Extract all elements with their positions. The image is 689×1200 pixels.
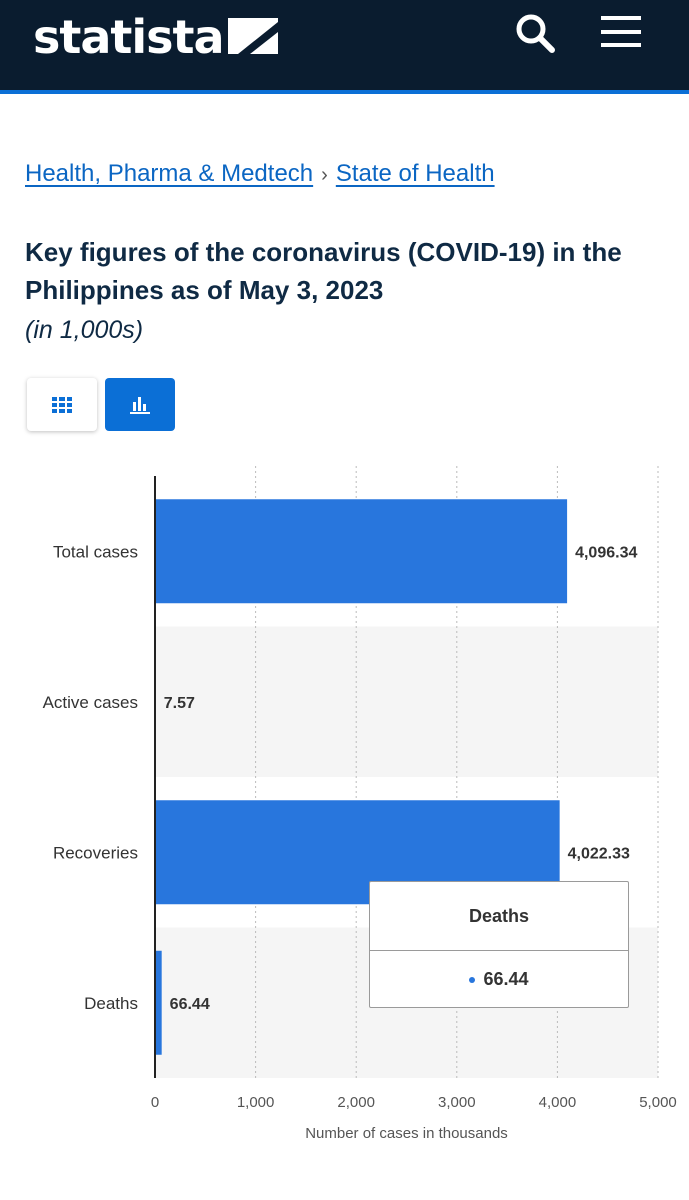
page-title: Key figures of the coronavirus (COVID-19… <box>25 237 622 305</box>
tooltip-value-row: 66.44 <box>370 952 628 1007</box>
breadcrumb-separator: › <box>321 164 328 186</box>
data-label: 7.57 <box>164 695 195 712</box>
category-label: Active cases <box>43 693 138 712</box>
page-subtitle: (in 1,000s) <box>25 316 144 344</box>
data-label: 4,096.34 <box>575 544 637 561</box>
table-view-button[interactable] <box>27 378 97 431</box>
search-icon <box>516 14 555 53</box>
category-label: Recoveries <box>53 843 138 862</box>
breadcrumb: Health, Pharma & Medtech › State of Health <box>25 160 495 188</box>
x-tick-label: 0 <box>151 1094 159 1111</box>
tooltip-title: Deaths <box>370 882 628 951</box>
header-accent-strip <box>0 90 689 94</box>
bar <box>155 950 162 1055</box>
bar-chart-icon <box>130 396 150 414</box>
data-label: 66.44 <box>170 996 210 1013</box>
chart-tooltip: Deaths 66.44 <box>369 881 629 1008</box>
series-dot-icon <box>469 976 476 983</box>
bar <box>155 499 568 604</box>
x-tick-label: 4,000 <box>539 1094 577 1111</box>
breadcrumb-link-health[interactable]: Health, Pharma & Medtech <box>25 160 314 187</box>
category-label: Total cases <box>53 542 138 561</box>
menu-button[interactable] <box>598 10 644 56</box>
row-band <box>155 626 658 777</box>
x-tick-label: 5,000 <box>639 1094 677 1111</box>
menu-icon <box>601 16 641 47</box>
search-button[interactable] <box>512 10 558 56</box>
x-tick-label: 3,000 <box>438 1094 476 1111</box>
x-tick-label: 1,000 <box>237 1094 275 1111</box>
category-label: Deaths <box>84 994 138 1013</box>
breadcrumb-link-state-of-health[interactable]: State of Health <box>335 160 495 187</box>
statista-logo[interactable]: statista <box>33 10 225 64</box>
bar-chart: Total cases 4,096.34 Active cases 7.57 Recov… <box>43 466 677 1142</box>
chart-view-button[interactable] <box>105 378 175 431</box>
x-axis-title: Number of cases in thousands <box>305 1125 508 1142</box>
tooltip-value: 66.44 <box>483 969 529 989</box>
table-grid-icon <box>52 396 72 413</box>
logo-mark-icon <box>228 18 278 54</box>
data-label: 4,022.33 <box>568 845 630 862</box>
site-header: statista <box>0 0 689 90</box>
x-tick-label: 2,000 <box>337 1094 375 1111</box>
